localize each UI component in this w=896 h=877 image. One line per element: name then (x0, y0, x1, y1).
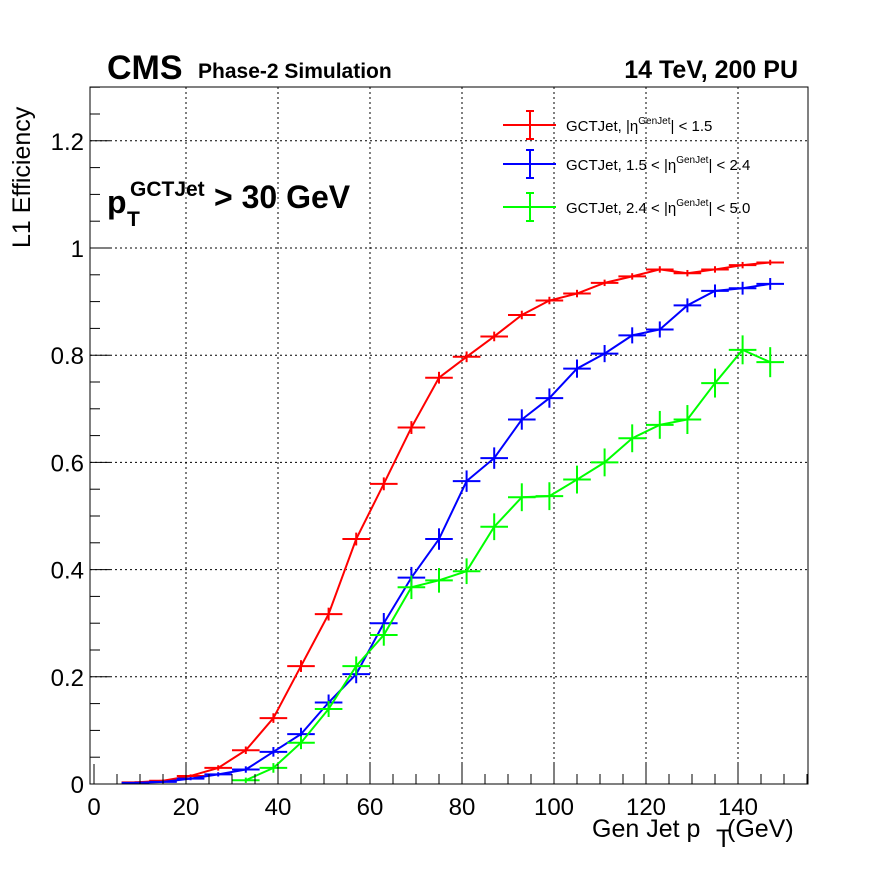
data-point (480, 513, 508, 541)
legend-entry-2: GCTJet, 1.5 < |ηGenJet| < 2.4 (503, 149, 750, 179)
data-point (259, 713, 288, 723)
annotation-sup: GCTJet (130, 178, 205, 201)
data-point (673, 298, 702, 313)
x-tick-label: 80 (449, 794, 476, 821)
legend-entry-1: GCTJet, |ηGenJet| < 1.5 (503, 110, 712, 140)
data-point (563, 359, 591, 378)
x-tick-label: 60 (357, 794, 384, 821)
data-point (452, 351, 481, 363)
series-group (121, 259, 784, 784)
data-point (563, 289, 591, 298)
data-point (480, 331, 508, 342)
data-point (287, 660, 315, 672)
data-point (425, 371, 453, 384)
annotation-p: p (107, 184, 127, 220)
data-point (314, 607, 343, 621)
axis-ticks (90, 86, 808, 785)
data-point (535, 388, 564, 408)
x-tick-label: 100 (534, 794, 574, 821)
data-point (259, 763, 288, 773)
data-point (508, 483, 536, 512)
data-point (314, 700, 343, 717)
data-point (176, 777, 205, 781)
data-point (701, 368, 729, 398)
conditions-label: 14 TeV, 200 PU (624, 56, 798, 84)
data-point (646, 266, 674, 273)
x-axis-title-unit: (GeV) (727, 815, 794, 843)
data-point (232, 746, 260, 754)
data-point (535, 482, 564, 511)
data-point (728, 335, 757, 365)
data-point (590, 448, 619, 477)
data-point (508, 409, 536, 430)
data-point (370, 477, 398, 491)
annotation-sub: T (127, 208, 140, 231)
series-3 (232, 335, 784, 783)
legend: GCTJet, |ηGenJet| < 1.5 GCTJet, 1.5 < |ηG… (503, 110, 750, 222)
y-tick-label: 0 (71, 772, 84, 799)
grid (90, 87, 808, 784)
data-point (397, 575, 426, 600)
data-point (425, 528, 453, 550)
y-tick-label: 0.6 (51, 450, 84, 477)
data-point (673, 405, 702, 434)
legend-label: GCTJet, |ηGenJet| < 1.5 (566, 116, 712, 135)
data-point (259, 747, 288, 757)
x-axis-title-sub: T (716, 825, 731, 853)
data-point (232, 766, 260, 773)
data-point (370, 624, 398, 646)
data-point (452, 558, 481, 585)
data-point (480, 447, 508, 469)
y-tick-label: 1 (71, 236, 84, 263)
data-point (590, 345, 619, 363)
y-tick-label: 0.2 (51, 665, 84, 692)
data-point (590, 279, 619, 287)
y-tick-label: 1.2 (51, 129, 84, 156)
data-point (756, 259, 784, 266)
y-axis-title: L1 Efficiency (8, 106, 36, 248)
data-point (728, 261, 757, 269)
data-point (646, 321, 674, 338)
x-tick-label: 0 (87, 794, 100, 821)
data-point (673, 269, 702, 277)
data-point (701, 266, 729, 273)
annotation-threshold: > 30 GeV (214, 179, 351, 215)
x-tick-label: 120 (626, 794, 666, 821)
data-point (618, 273, 646, 280)
data-point (618, 327, 646, 344)
data-point (342, 532, 370, 546)
selection-annotation: p GCTJet T > 30 GeV (107, 178, 351, 231)
x-tick-label: 140 (718, 794, 758, 821)
legend-label: GCTJet, 1.5 < |ηGenJet| < 2.4 (566, 155, 750, 174)
series-1 (121, 259, 784, 784)
data-point (618, 424, 646, 453)
data-point (287, 736, 315, 750)
data-point (563, 465, 591, 494)
data-point (728, 281, 757, 295)
legend-entry-3: GCTJet, 2.4 < |ηGenJet| < 5.0 (503, 192, 750, 222)
x-axis-title-main: Gen Jet p (592, 815, 700, 843)
data-point (701, 284, 729, 298)
data-point (452, 470, 481, 492)
data-point (646, 410, 674, 439)
y-tick-label: 0.4 (51, 558, 84, 585)
data-point (756, 278, 784, 290)
y-tick-label: 0.8 (51, 343, 84, 370)
cms-label: CMS (107, 49, 183, 87)
data-point (535, 296, 564, 305)
data-point (342, 656, 370, 676)
data-point (397, 421, 426, 434)
data-point (508, 310, 536, 320)
x-tick-label: 20 (173, 794, 200, 821)
data-point (425, 567, 453, 593)
status-label: Phase-2 Simulation (198, 60, 392, 83)
x-axis-title: Gen Jet p T (GeV) (592, 815, 794, 853)
tick-labels: 0 20 40 60 80 100 120 140 0 0.2 0.4 0.6 0.8 1 1.2 (51, 129, 758, 821)
data-point (204, 765, 232, 771)
data-point (756, 347, 784, 378)
x-tick-label: 40 (265, 794, 292, 821)
legend-label: GCTJet, 2.4 < |ηGenJet| < 5.0 (566, 198, 750, 217)
